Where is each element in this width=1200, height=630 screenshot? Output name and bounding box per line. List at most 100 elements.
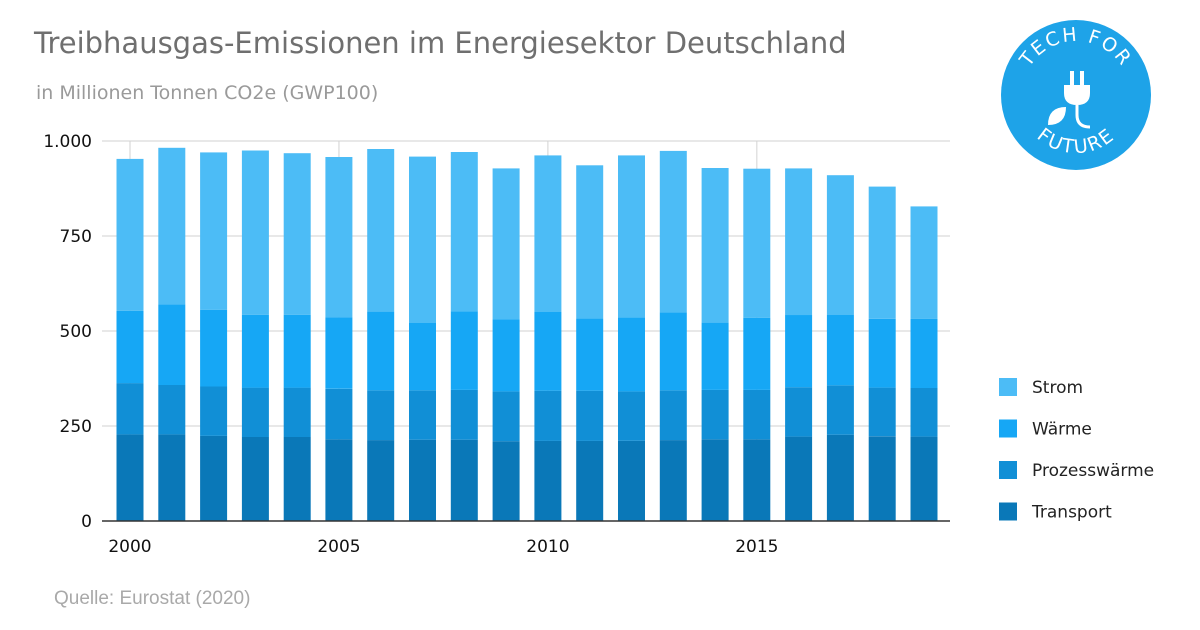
bar-segment-wärme bbox=[868, 318, 896, 388]
y-tick-label: 500 bbox=[60, 322, 92, 342]
bar-segment-prozesswärme bbox=[743, 389, 771, 440]
plug-leaf-icon bbox=[1048, 71, 1091, 129]
legend-label: Transport bbox=[1031, 503, 1112, 523]
bar-segment-wärme bbox=[743, 317, 771, 390]
bar-segment-wärme bbox=[450, 311, 478, 390]
bar-segment-transport bbox=[492, 441, 520, 521]
bar-segment-transport bbox=[785, 436, 813, 521]
bar-segment-prozesswärme bbox=[283, 387, 311, 437]
legend-label: Wärme bbox=[1032, 420, 1092, 440]
x-tick-label: 2005 bbox=[317, 537, 360, 557]
bar-segment-wärme bbox=[325, 317, 353, 389]
bar-segment-wärme bbox=[158, 304, 186, 385]
bar-segment-wärme bbox=[116, 310, 144, 384]
bar-segment-transport bbox=[283, 437, 311, 521]
chart-subtitle: in Millionen Tonnen CO2e (GWP100) bbox=[36, 82, 379, 104]
bar-segment-prozesswärme bbox=[785, 387, 813, 437]
bar-segment-wärme bbox=[492, 319, 520, 392]
bar-segment-strom bbox=[492, 168, 520, 320]
bar-segment-transport bbox=[325, 439, 353, 521]
bar-segment-wärme bbox=[659, 312, 687, 391]
bar-segment-strom bbox=[409, 156, 436, 323]
bar-segment-prozesswärme bbox=[618, 391, 645, 441]
bar-segment-prozesswärme bbox=[158, 385, 186, 435]
x-tick-label: 2010 bbox=[526, 537, 569, 557]
legend-swatch bbox=[999, 378, 1017, 396]
bar-segment-transport bbox=[576, 440, 604, 521]
bar-segment-wärme bbox=[576, 318, 604, 391]
grid bbox=[102, 140, 950, 521]
bar-segment-prozesswärme bbox=[200, 386, 228, 436]
y-tick-label: 0 bbox=[81, 512, 92, 532]
bar-segment-strom bbox=[367, 149, 395, 312]
bar-segment-wärme bbox=[409, 323, 436, 391]
bar-segment-wärme bbox=[910, 318, 938, 388]
bar-segment-transport bbox=[659, 440, 687, 521]
bar-segment-prozesswärme bbox=[325, 388, 353, 440]
y-tick-label: 250 bbox=[60, 417, 92, 437]
bar-segment-transport bbox=[450, 439, 478, 521]
bar-segment-strom bbox=[868, 186, 896, 319]
bar-segment-strom bbox=[659, 150, 687, 313]
bar-segment-transport bbox=[618, 440, 645, 521]
x-tick-label: 2000 bbox=[108, 537, 151, 557]
bar-segment-strom bbox=[910, 206, 938, 319]
bar-segment-strom bbox=[785, 168, 813, 316]
bar-segment-wärme bbox=[367, 311, 395, 391]
bar-segment-strom bbox=[576, 165, 604, 319]
y-tick-label: 1.000 bbox=[43, 132, 92, 152]
bar-segment-wärme bbox=[283, 314, 311, 388]
bar-segment-transport bbox=[743, 439, 771, 521]
bar-segment-strom bbox=[534, 155, 562, 312]
x-tick-label: 2015 bbox=[735, 537, 778, 557]
legend-swatch bbox=[999, 461, 1017, 479]
bar-segment-strom bbox=[283, 153, 311, 315]
bar-segment-transport bbox=[158, 434, 186, 521]
bar-segment-transport bbox=[910, 436, 938, 521]
bar-segment-wärme bbox=[241, 314, 269, 388]
bar-segment-strom bbox=[743, 168, 771, 318]
bar-segment-wärme bbox=[534, 312, 562, 391]
bar-segment-prozesswärme bbox=[826, 385, 854, 435]
bar-segment-strom bbox=[618, 155, 645, 318]
bar-segment-strom bbox=[116, 158, 144, 311]
bar-segment-prozesswärme bbox=[910, 388, 938, 437]
bar-segment-prozesswärme bbox=[409, 390, 436, 440]
y-tick-label: 750 bbox=[60, 227, 92, 247]
bar-segment-strom bbox=[826, 175, 854, 315]
bar-segment-transport bbox=[534, 440, 562, 521]
bar-segment-prozesswärme bbox=[701, 389, 729, 440]
bar-segment-transport bbox=[868, 436, 896, 521]
bar-segment-prozesswärme bbox=[116, 383, 144, 435]
bar-segment-prozesswärme bbox=[534, 390, 562, 441]
legend-label: Strom bbox=[1032, 378, 1083, 398]
bar-segment-transport bbox=[701, 439, 729, 521]
bar-segment-strom bbox=[200, 152, 228, 310]
bar-segment-strom bbox=[241, 150, 269, 315]
bar-segment-wärme bbox=[826, 315, 854, 386]
bar-segment-wärme bbox=[200, 309, 228, 387]
bar-segment-transport bbox=[241, 437, 269, 521]
chart-title: Treibhausgas-Emissionen im Energiesektor… bbox=[34, 26, 847, 60]
bar-segment-transport bbox=[200, 435, 228, 521]
bar-segment-transport bbox=[367, 440, 395, 521]
bar-segment-strom bbox=[701, 168, 729, 323]
bar-segment-prozesswärme bbox=[367, 390, 395, 441]
legend: Strom Wärme Prozesswärme Transport bbox=[999, 378, 1154, 523]
legend-label: Prozesswärme bbox=[1032, 461, 1154, 481]
legend-swatch bbox=[999, 419, 1017, 438]
bar-segment-wärme bbox=[785, 315, 813, 388]
bar-segment-prozesswärme bbox=[659, 390, 687, 441]
bar-segment-prozesswärme bbox=[241, 387, 269, 437]
bar-segment-transport bbox=[826, 434, 854, 521]
bars bbox=[116, 147, 938, 521]
bar-segment-transport bbox=[409, 439, 436, 521]
axes: 0 250 500 750 1.000 2000 2005 2010 2015 bbox=[43, 132, 950, 557]
bar-segment-strom bbox=[325, 157, 353, 318]
legend-swatch bbox=[999, 502, 1017, 521]
bar-segment-prozesswärme bbox=[576, 390, 604, 441]
bar-segment-strom bbox=[450, 152, 478, 312]
bar-segment-strom bbox=[158, 147, 186, 305]
bar-segment-prozesswärme bbox=[492, 391, 520, 442]
